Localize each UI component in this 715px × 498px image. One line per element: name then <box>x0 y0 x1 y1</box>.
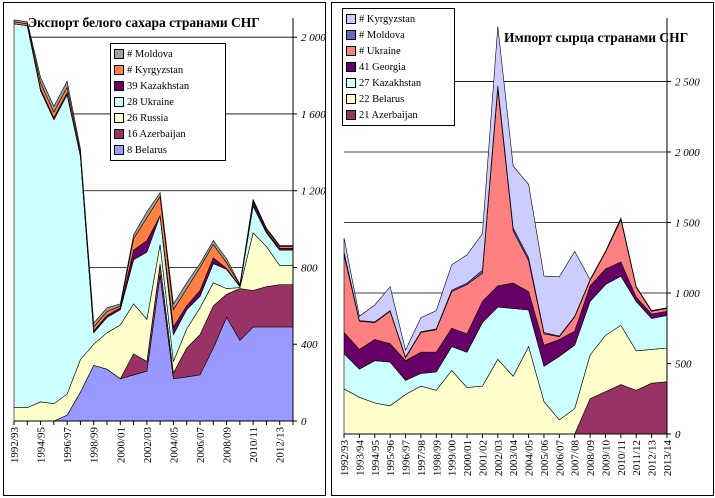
y-tick-label: 500 <box>675 358 692 370</box>
y-tick-label: 1 000 <box>675 288 700 300</box>
legend-label: 39 Kazakhstan <box>127 80 190 92</box>
x-tick-label: 2007/08 <box>570 440 582 477</box>
chart-legend: # Kyrgyzstan # Moldova # Ukraine 41 Georgia… <box>342 8 455 126</box>
legend-swatch <box>114 97 124 107</box>
legend-label: # Kyrgyzstan <box>359 13 416 25</box>
legend-item: # Kyrgyzstan <box>346 11 451 27</box>
y-tick-label: 0 <box>675 429 681 441</box>
x-tick-label: 2008/09 <box>222 427 234 464</box>
y-tick-label: 400 <box>301 339 318 351</box>
legend-swatch <box>346 110 356 120</box>
legend-item: 27 Kazakhstan <box>346 75 451 91</box>
chart-panel-export: 0 400 800 1 200 1 600 2 000 1992/93 1994/95 1996… <box>3 2 326 496</box>
y-tick-label: 800 <box>301 262 318 274</box>
legend-swatch <box>114 65 124 75</box>
chart-title: Импорт сырца странами СНГ <box>504 30 689 45</box>
legend-label: 16 Azerbaijan <box>127 128 186 140</box>
x-tick-label: 2012/13 <box>647 440 659 477</box>
legend-swatch <box>346 14 356 24</box>
export-chart-svg: 0 400 800 1 200 1 600 2 000 1992/93 1994/95 1996… <box>9 18 325 464</box>
x-tick-label: 2005/06 <box>539 440 551 477</box>
x-tick-label: 2012/13 <box>275 427 287 464</box>
x-tick-label: 1992/93 <box>339 440 351 477</box>
legend-swatch <box>114 81 124 91</box>
x-tick-label: 1998/99 <box>431 440 443 477</box>
x-tick-label: 2000/01 <box>115 427 127 463</box>
legend-swatch <box>114 49 124 59</box>
legend-swatch <box>114 113 124 123</box>
x-tick-label: 2009/10 <box>600 440 612 477</box>
chart-legend: # Moldova # Kyrgyzstan 39 Kazakhstan 28 Ukr… <box>110 43 226 161</box>
legend-item: 28 Ukraine <box>114 94 222 110</box>
x-tick-label: 2006/07 <box>195 427 207 464</box>
legend-item: # Kyrgyzstan <box>114 62 222 78</box>
legend-swatch <box>114 145 124 155</box>
x-tick-label: 2004/05 <box>524 440 536 477</box>
x-tick-label: 1996/97 <box>401 440 413 477</box>
legend-item: # Moldova <box>114 46 222 62</box>
x-tick-label: 1993/94 <box>354 440 366 477</box>
x-tick-label: 1997/98 <box>416 440 428 477</box>
x-tick-label: 1999/00 <box>447 440 459 477</box>
legend-label: # Ukraine <box>359 45 401 57</box>
legend-item: 41 Georgia <box>346 59 451 75</box>
legend-label: 21 Azerbaijan <box>359 109 418 121</box>
y-tick-label: 2 000 <box>675 147 700 159</box>
x-tick-label: 2011/12 <box>631 440 643 476</box>
legend-label: 26 Russia <box>127 112 169 124</box>
legend-item: 21 Azerbaijan <box>346 107 451 123</box>
legend-item: 22 Belarus <box>346 91 451 107</box>
x-tick-label: 2004/05 <box>168 427 180 464</box>
x-tick-label: 2006/07 <box>554 440 566 477</box>
chart-title: Экспорт белого сахара странами СНГ <box>28 15 260 30</box>
x-tick-label: 2002/03 <box>142 427 154 464</box>
series-area-kyrgyzstan <box>343 26 668 358</box>
legend-swatch <box>346 62 356 72</box>
x-tick-label: 1992/93 <box>9 427 21 464</box>
legend-swatch <box>346 30 356 40</box>
y-tick-label: 2 500 <box>675 76 700 88</box>
x-tick-label: 1994/95 <box>36 427 48 464</box>
legend-item: # Moldova <box>346 27 451 43</box>
legend-item: 8 Belarus <box>114 142 222 158</box>
x-tick-label: 2000/01 <box>462 440 474 476</box>
legend-label: # Moldova <box>127 48 173 60</box>
y-tick-label: 1 600 <box>301 109 325 121</box>
x-tick-label: 2010/11 <box>248 427 260 463</box>
legend-label: # Kyrgyzstan <box>127 64 184 76</box>
legend-label: 41 Georgia <box>359 61 406 73</box>
legend-label: 27 Kazakhstan <box>359 77 422 89</box>
legend-label: 28 Ukraine <box>127 96 174 108</box>
x-tick-label: 1994/95 <box>370 440 382 477</box>
y-tick-label: 1 500 <box>675 217 700 229</box>
legend-item: 39 Kazakhstan <box>114 78 222 94</box>
x-tick-label: 1996/97 <box>62 427 74 464</box>
x-tick-label: 2013/14 <box>662 440 674 477</box>
y-tick-label: 2 000 <box>301 32 325 44</box>
x-tick-label: 2002/03 <box>493 440 505 477</box>
legend-swatch <box>346 46 356 56</box>
import-chart-svg: 0 500 1 000 1 500 2 000 2 500 1992/93 1993/94 19… <box>339 18 700 477</box>
x-tick-label: 1998/99 <box>89 427 101 464</box>
legend-item: 16 Azerbaijan <box>114 126 222 142</box>
legend-label: # Moldova <box>359 29 405 41</box>
legend-swatch <box>346 78 356 88</box>
x-tick-label: 2010/11 <box>616 440 628 476</box>
x-tick-label: 2003/04 <box>508 440 520 477</box>
legend-label: 8 Belarus <box>127 144 167 156</box>
legend-swatch <box>346 94 356 104</box>
y-tick-label: 1 200 <box>301 186 325 198</box>
x-tick-label: 2001/02 <box>477 440 489 476</box>
legend-swatch <box>114 129 124 139</box>
legend-label: 22 Belarus <box>359 93 405 105</box>
chart-panel-import: 0 500 1 000 1 500 2 000 2 500 1992/93 1993/94 19… <box>331 2 714 496</box>
y-tick-label: 0 <box>301 416 307 428</box>
x-tick-label: 2008/09 <box>585 440 597 477</box>
legend-item: # Ukraine <box>346 43 451 59</box>
legend-item: 26 Russia <box>114 110 222 126</box>
x-tick-label: 1995/96 <box>385 440 397 477</box>
